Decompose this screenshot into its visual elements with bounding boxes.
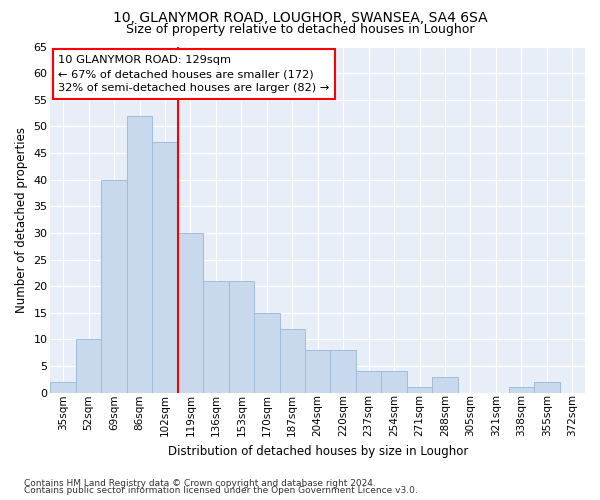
Bar <box>127 116 152 392</box>
Bar <box>229 281 254 392</box>
Text: Size of property relative to detached houses in Loughor: Size of property relative to detached ho… <box>126 22 474 36</box>
Bar <box>101 180 127 392</box>
Y-axis label: Number of detached properties: Number of detached properties <box>15 126 28 312</box>
Bar <box>254 313 280 392</box>
Bar <box>432 376 458 392</box>
Bar <box>407 388 432 392</box>
Bar <box>178 233 203 392</box>
Text: Contains public sector information licensed under the Open Government Licence v3: Contains public sector information licen… <box>24 486 418 495</box>
Bar <box>280 328 305 392</box>
Text: 10, GLANYMOR ROAD, LOUGHOR, SWANSEA, SA4 6SA: 10, GLANYMOR ROAD, LOUGHOR, SWANSEA, SA4… <box>113 11 487 25</box>
X-axis label: Distribution of detached houses by size in Loughor: Distribution of detached houses by size … <box>167 444 468 458</box>
Bar <box>356 372 382 392</box>
Bar <box>76 340 101 392</box>
Bar <box>509 388 534 392</box>
Bar <box>203 281 229 392</box>
Bar <box>152 142 178 392</box>
Text: Contains HM Land Registry data © Crown copyright and database right 2024.: Contains HM Land Registry data © Crown c… <box>24 478 376 488</box>
Bar <box>50 382 76 392</box>
Bar <box>331 350 356 393</box>
Bar <box>305 350 331 393</box>
Bar <box>534 382 560 392</box>
Bar <box>382 372 407 392</box>
Text: 10 GLANYMOR ROAD: 129sqm
← 67% of detached houses are smaller (172)
32% of semi-: 10 GLANYMOR ROAD: 129sqm ← 67% of detach… <box>58 55 330 93</box>
